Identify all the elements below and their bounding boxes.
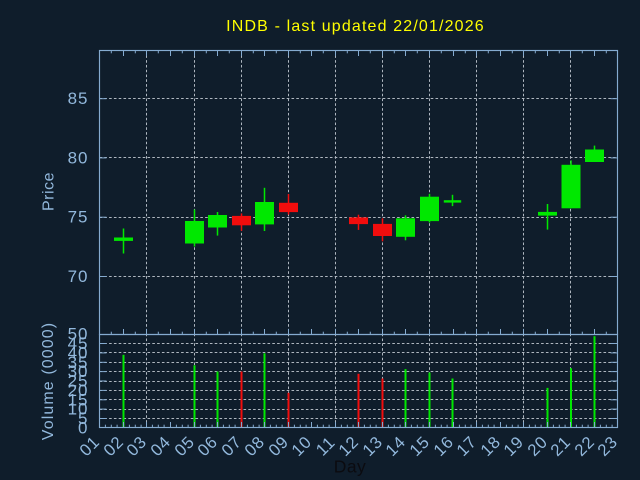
svg-text:75: 75 — [68, 208, 89, 227]
svg-text:15: 15 — [68, 390, 89, 409]
svg-text:70: 70 — [68, 267, 89, 286]
svg-text:Price: Price — [41, 172, 58, 211]
svg-text:10: 10 — [68, 400, 89, 419]
svg-text:30: 30 — [68, 362, 89, 381]
svg-text:25: 25 — [68, 372, 89, 391]
svg-text:50: 50 — [68, 325, 89, 344]
svg-text:INDB - last updated 22/01/2026: INDB - last updated 22/01/2026 — [226, 18, 485, 35]
svg-text:Day: Day — [334, 457, 367, 477]
svg-text:35: 35 — [68, 353, 89, 372]
svg-text:80: 80 — [68, 148, 89, 167]
svg-text:85: 85 — [68, 89, 89, 108]
svg-text:0: 0 — [78, 418, 88, 437]
svg-text:Volume (0000): Volume (0000) — [40, 322, 57, 440]
svg-text:45: 45 — [68, 334, 89, 353]
svg-text:40: 40 — [68, 343, 89, 362]
svg-text:5: 5 — [78, 409, 88, 428]
svg-text:20: 20 — [68, 381, 89, 400]
